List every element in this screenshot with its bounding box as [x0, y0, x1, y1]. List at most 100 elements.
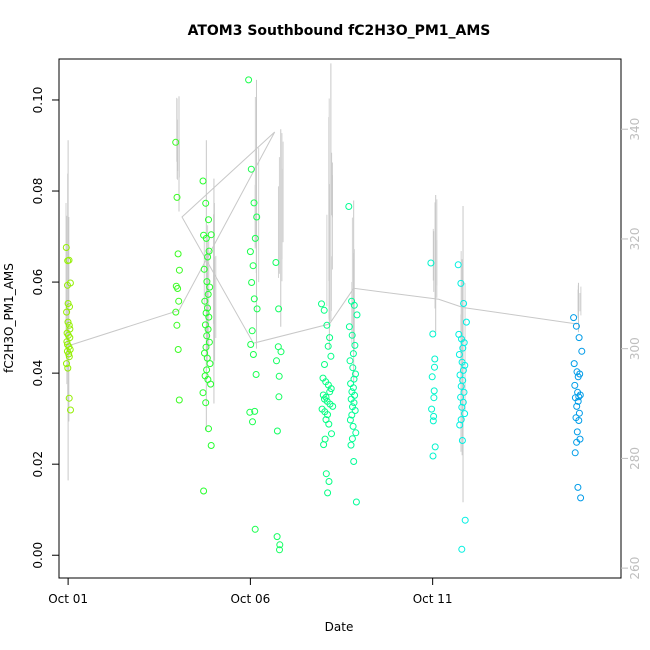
data-point	[430, 412, 438, 420]
data-point	[431, 355, 439, 363]
data-point	[172, 308, 180, 316]
data-point	[65, 353, 73, 361]
data-point	[62, 244, 70, 251]
data-point	[455, 351, 463, 358]
data-point	[429, 417, 437, 425]
data-point	[277, 348, 285, 356]
data-point	[273, 357, 280, 365]
data-point	[352, 370, 359, 378]
data-point	[65, 321, 73, 329]
trace-spike	[460, 206, 466, 503]
data-point	[204, 253, 212, 261]
data-point	[203, 278, 211, 286]
data-point	[573, 428, 581, 436]
data-point	[459, 366, 467, 374]
trace-spike	[328, 63, 333, 322]
data-point	[326, 334, 334, 342]
data-point	[348, 331, 356, 339]
data-point	[323, 321, 331, 329]
data-point	[199, 389, 207, 397]
data-point	[349, 384, 357, 392]
x-tick-label: Oct 01	[48, 592, 88, 606]
y-right-tick-label: 340	[628, 118, 642, 141]
data-point	[207, 380, 215, 388]
data-point	[459, 344, 467, 352]
data-point	[572, 322, 580, 330]
data-point	[273, 533, 281, 541]
data-point	[321, 361, 328, 368]
data-point	[202, 234, 210, 242]
data-point	[350, 399, 358, 407]
x-tick-label: Oct 06	[230, 592, 270, 606]
data-point	[575, 409, 583, 417]
data-point	[322, 393, 330, 401]
data-point	[459, 398, 467, 406]
data-point	[575, 393, 583, 401]
data-point	[574, 397, 582, 405]
data-point	[456, 371, 464, 379]
data-point	[204, 325, 212, 333]
data-point	[203, 332, 211, 340]
data-point	[429, 452, 437, 460]
data-point	[573, 438, 581, 446]
data-point	[461, 516, 469, 524]
data-point	[246, 248, 254, 256]
data-point	[349, 350, 357, 358]
data-point	[175, 396, 183, 404]
data-point	[429, 330, 437, 338]
data-point	[65, 256, 73, 264]
data-point	[205, 338, 213, 346]
data-point	[173, 321, 181, 329]
data-point	[201, 297, 209, 305]
data-point	[329, 402, 337, 410]
data-point	[353, 311, 361, 319]
data-point	[204, 304, 211, 312]
data-point	[251, 525, 259, 533]
plot-frame	[58, 58, 622, 579]
y-tick-label: 0.10	[31, 87, 45, 114]
data-point	[577, 494, 585, 502]
data-point	[345, 203, 353, 210]
trace-spike	[577, 282, 582, 333]
data-point	[65, 394, 73, 402]
data-point	[175, 297, 183, 305]
data-point	[462, 318, 470, 326]
data-point	[273, 427, 281, 435]
data-point	[351, 407, 359, 414]
data-point	[570, 314, 578, 322]
data-point	[457, 279, 465, 287]
data-point	[454, 261, 462, 269]
data-point	[206, 360, 214, 368]
data-point	[246, 408, 254, 416]
data-point	[327, 352, 335, 360]
y-axis-right: 260 280 300 320 340	[621, 118, 642, 580]
data-point	[65, 350, 73, 358]
data-point	[173, 193, 181, 201]
data-point	[349, 364, 357, 372]
data-point	[575, 334, 583, 342]
data-point	[570, 360, 578, 368]
data-point	[247, 165, 255, 173]
x-axis-label: Date	[325, 620, 354, 634]
data-point	[64, 318, 72, 326]
data-point	[175, 266, 183, 274]
y-tick-label: 0.08	[31, 178, 45, 205]
data-point	[205, 216, 212, 224]
trace-spike	[277, 129, 284, 327]
data-point	[251, 407, 259, 415]
data-point	[174, 346, 182, 353]
trace-line	[67, 131, 578, 347]
y-tick-label: 0.02	[31, 451, 45, 478]
data-point	[327, 385, 335, 393]
x-axis: Oct 01 Oct 06 Oct 11	[48, 578, 453, 606]
data-point	[460, 388, 468, 396]
data-point	[351, 341, 359, 349]
data-point	[253, 213, 261, 221]
chart-title: ATOM3 Southbound fC2H3O_PM1_AMS	[188, 23, 491, 39]
data-point	[345, 323, 353, 331]
data-point	[64, 281, 71, 289]
data-point	[67, 406, 74, 414]
data-point	[571, 381, 579, 389]
data-points	[62, 76, 586, 554]
data-point	[205, 313, 213, 321]
